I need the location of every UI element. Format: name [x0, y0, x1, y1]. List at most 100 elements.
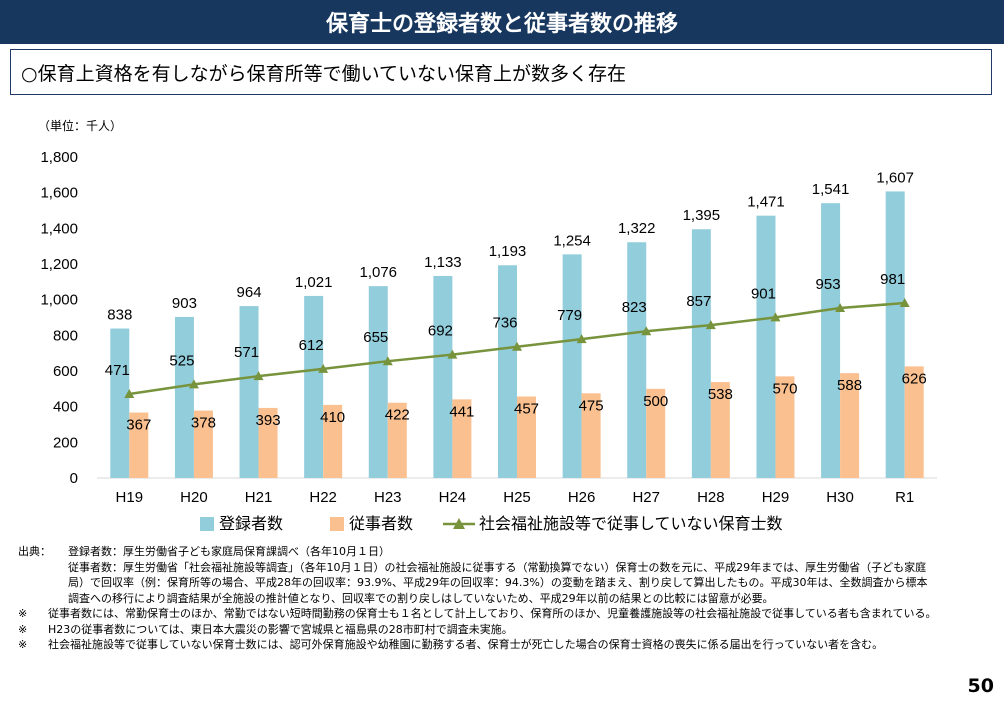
y-tick-label: 400 [53, 399, 78, 416]
data-label-not-employed: 981 [880, 271, 905, 288]
data-label-employed: 441 [449, 403, 474, 420]
bar-registered [239, 306, 259, 478]
data-label-employed: 626 [902, 370, 927, 387]
note-2: ※ 従事者数には、常勤保育士のほか、常勤ではない短時間勤務の保育士も１名として計上… [18, 606, 938, 622]
data-label-registered: 1,076 [359, 264, 397, 281]
data-label-employed: 410 [320, 409, 345, 426]
marker-not-employed [124, 389, 135, 399]
summary-text: ○保育上資格を有しながら保育所等で働いていない保育上が数多く存在 [21, 62, 627, 85]
bar-employed [517, 396, 536, 478]
data-label-not-employed: 823 [622, 299, 647, 316]
note-text: 登録者数：厚生労働省子ども家庭局保育課調べ（各年10月１日） [68, 545, 390, 558]
x-tick-label: H27 [632, 489, 660, 506]
bar-registered [756, 215, 776, 478]
legend-label-employed: 従事者数 [349, 515, 413, 533]
bar-registered [368, 286, 388, 478]
legend-marker-not-employed [453, 518, 465, 529]
note-label: ※ [18, 622, 28, 636]
marker-not-employed [318, 363, 329, 373]
marker-not-employed [770, 312, 781, 322]
bar-registered [885, 191, 905, 478]
data-label-not-employed: 471 [105, 362, 130, 379]
x-tick-label: R1 [895, 489, 914, 506]
marker-not-employed [447, 349, 458, 359]
y-tick-label: 1,800 [40, 149, 78, 166]
notes: 出典： 登録者数：厚生労働省子ども家庭局保育課調べ（各年10月１日） 従事者数：厚生… [18, 544, 938, 653]
bar-employed [193, 410, 213, 478]
bar-registered [433, 275, 453, 478]
data-label-employed: 457 [514, 401, 539, 418]
summary-box: ○保育上資格を有しながら保育所等で働いていない保育上が数多く存在 [10, 49, 992, 95]
marker-not-employed [641, 326, 652, 336]
legend-label-not-employed: 社会福祉施設等で従事していない保育士数 [479, 515, 783, 533]
note-text: 従事者数：厚生労働省「社会福祉施設等調査」（各年10月１日）の社会福祉施設に従事… [68, 560, 928, 605]
data-label-registered: 1,607 [876, 169, 914, 186]
data-label-not-employed: 857 [686, 293, 711, 310]
x-tick-label: H29 [762, 489, 790, 506]
data-label-not-employed: 655 [363, 329, 388, 346]
data-label-registered: 1,193 [489, 243, 527, 260]
data-label-registered: 1,471 [747, 194, 785, 211]
data-label-registered: 1,322 [618, 220, 656, 237]
y-tick-label: 200 [53, 434, 78, 451]
data-label-registered: 1,254 [553, 232, 591, 249]
data-label-employed: 422 [385, 407, 410, 424]
data-label-not-employed: 901 [751, 285, 776, 302]
marker-not-employed [512, 341, 522, 351]
note-label: ※ [18, 607, 28, 620]
note-label [18, 560, 68, 607]
data-label-not-employed: 612 [299, 337, 324, 354]
x-tick-label: H19 [116, 489, 144, 506]
bar-employed [323, 404, 343, 478]
x-tick-label: H20 [180, 489, 208, 506]
y-tick-label: 1,000 [40, 292, 78, 309]
page-number: 50 [967, 675, 994, 697]
note-text: 社会福祉施設等で従事していない保育士数には、認可外保育施設や幼稚園に勤務する者、… [48, 638, 884, 651]
bar-employed [710, 382, 730, 478]
bar-registered [691, 229, 711, 478]
bar-employed [258, 407, 278, 478]
note-0: 出典： 登録者数：厚生労働省子ども家庭局保育課調べ（各年10月１日） [18, 544, 938, 560]
y-tick-label: 1,200 [40, 256, 78, 273]
data-label-registered: 1,541 [812, 181, 850, 198]
x-tick-label: H28 [697, 489, 725, 506]
bar-registered [304, 295, 324, 478]
chart: 0 200 400 600 800 1,000 1,200 1,400 1,600 1,800 83… [40, 149, 937, 533]
data-label-employed: 570 [772, 380, 797, 397]
bar-employed [646, 388, 666, 478]
legend-label-registered: 登録者数 [219, 515, 283, 533]
marker-not-employed [576, 334, 587, 344]
bar-employed [840, 373, 860, 478]
x-tick-label: H24 [439, 489, 467, 506]
legend-swatch-registered [200, 517, 214, 531]
data-label-registered: 1,395 [683, 207, 721, 224]
bar-registered [174, 316, 194, 478]
marker-not-employed [899, 298, 910, 308]
bar-registered [110, 328, 130, 478]
note-text: 従事者数には、常勤保育士のほか、常勤ではない短時間勤務の保育士も１名として計上し… [48, 607, 937, 620]
data-label-registered: 1,021 [295, 274, 333, 291]
note-3: ※ H23の従事者数については、東日本大震災の影響で宮城県と福島県の28市町村で調… [18, 622, 938, 638]
y-tick-label: 600 [53, 363, 78, 380]
y-tick-label: 1,600 [40, 185, 78, 202]
note-text: H23の従事者数については、東日本大震災の影響で宮城県と福島県の28市町村で調査… [48, 622, 513, 636]
x-tick-label: H21 [245, 489, 273, 506]
note-label: ※ [18, 638, 28, 651]
x-tick-label: H26 [568, 489, 596, 506]
data-label-employed: 393 [256, 412, 281, 429]
bar-employed [581, 393, 601, 478]
bar-registered [562, 254, 582, 478]
data-label-not-employed: 571 [234, 344, 259, 361]
y-tick-label: 800 [53, 327, 78, 344]
data-label-employed: 500 [643, 393, 668, 410]
data-label-not-employed: 692 [428, 323, 453, 340]
data-label-not-employed: 736 [492, 315, 517, 332]
data-label-employed: 367 [126, 417, 151, 434]
bar-employed [129, 412, 149, 478]
marker-not-employed [835, 303, 846, 313]
bar-employed [775, 376, 795, 478]
page-title: 保育士の登録者数と従事者数の推移 [0, 0, 1004, 44]
x-tick-label: H30 [826, 489, 854, 506]
marker-not-employed [382, 356, 393, 366]
data-label-employed: 588 [837, 377, 862, 394]
